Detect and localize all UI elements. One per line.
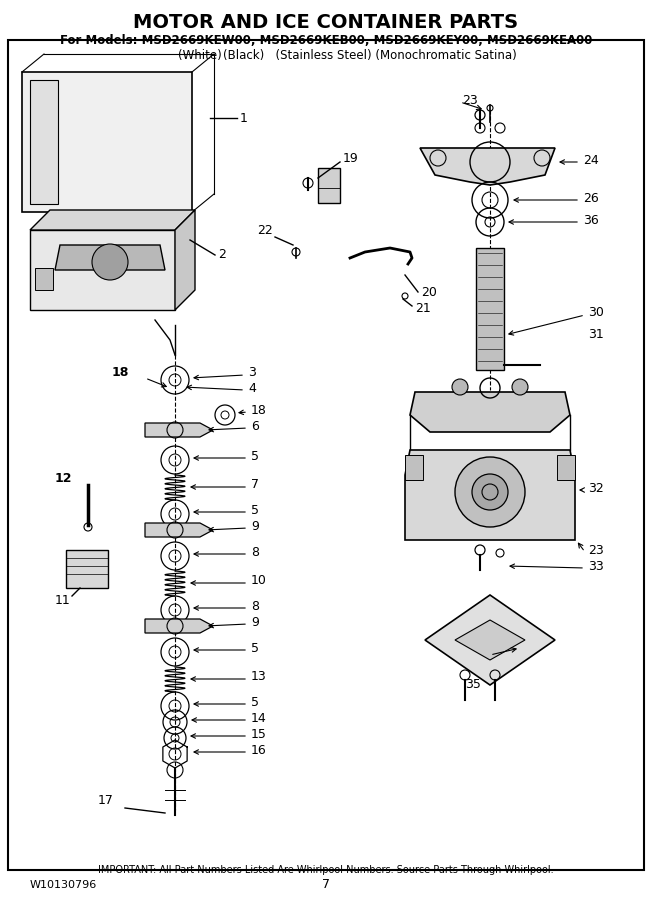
Text: 5: 5 xyxy=(251,503,259,517)
Circle shape xyxy=(452,379,468,395)
Text: 21: 21 xyxy=(415,302,431,314)
Text: 5: 5 xyxy=(251,449,259,463)
Polygon shape xyxy=(420,148,555,185)
Circle shape xyxy=(455,457,525,527)
Text: 1: 1 xyxy=(240,112,248,124)
Text: 23: 23 xyxy=(588,544,604,556)
Bar xyxy=(22,72,192,212)
Text: 30: 30 xyxy=(588,307,604,320)
Polygon shape xyxy=(455,620,525,660)
Text: 13: 13 xyxy=(251,670,267,683)
Polygon shape xyxy=(410,392,570,432)
Bar xyxy=(318,168,340,203)
Text: 20: 20 xyxy=(421,285,437,299)
Text: 16: 16 xyxy=(251,743,267,757)
Text: 7: 7 xyxy=(251,479,259,491)
Polygon shape xyxy=(30,230,175,310)
Text: 5: 5 xyxy=(251,642,259,654)
Text: 18: 18 xyxy=(251,403,267,417)
Text: 12: 12 xyxy=(55,472,72,484)
Text: W10130796: W10130796 xyxy=(30,880,97,890)
Text: 14: 14 xyxy=(251,712,267,724)
Text: 33: 33 xyxy=(588,560,604,572)
Polygon shape xyxy=(145,619,213,633)
Polygon shape xyxy=(425,595,555,685)
Text: IMPORTANT: All Part Numbers Listed Are Whirlpool Numbers. Source Parts Through W: IMPORTANT: All Part Numbers Listed Are W… xyxy=(98,865,554,875)
Text: 18: 18 xyxy=(112,365,129,379)
Text: 32: 32 xyxy=(588,482,604,494)
Text: 8: 8 xyxy=(251,599,259,613)
Text: 10: 10 xyxy=(251,574,267,588)
Polygon shape xyxy=(175,210,195,310)
Text: MOTOR AND ICE CONTAINER PARTS: MOTOR AND ICE CONTAINER PARTS xyxy=(134,13,518,32)
Text: 7: 7 xyxy=(322,878,330,892)
Text: 23: 23 xyxy=(462,94,478,106)
Circle shape xyxy=(92,244,128,280)
Text: 31: 31 xyxy=(588,328,604,341)
Text: 24: 24 xyxy=(583,154,599,166)
Text: (Black)   (Stainless Steel) (Monochromatic Satina): (Black) (Stainless Steel) (Monochromatic… xyxy=(223,49,517,61)
Text: 9: 9 xyxy=(251,616,259,628)
Text: 36: 36 xyxy=(583,213,599,227)
Text: 15: 15 xyxy=(251,727,267,741)
Bar xyxy=(66,550,108,588)
Polygon shape xyxy=(145,523,213,537)
Text: 17: 17 xyxy=(98,794,114,806)
Text: 9: 9 xyxy=(251,519,259,533)
Bar xyxy=(476,248,504,370)
Text: 35: 35 xyxy=(465,679,481,691)
Text: 6: 6 xyxy=(251,419,259,433)
Bar xyxy=(405,455,423,480)
Text: 4: 4 xyxy=(248,382,256,394)
Text: 5: 5 xyxy=(251,696,259,708)
Bar xyxy=(557,455,575,480)
Text: 26: 26 xyxy=(583,192,599,204)
Bar xyxy=(30,80,58,204)
Polygon shape xyxy=(55,245,165,270)
Text: 19: 19 xyxy=(343,151,359,165)
Polygon shape xyxy=(405,450,575,540)
Text: 8: 8 xyxy=(251,545,259,559)
Bar xyxy=(35,268,53,290)
Text: 3: 3 xyxy=(248,366,256,380)
Polygon shape xyxy=(145,423,213,437)
Circle shape xyxy=(512,379,528,395)
Text: 22: 22 xyxy=(257,223,273,237)
Polygon shape xyxy=(30,210,195,230)
Circle shape xyxy=(472,474,508,510)
Text: (White): (White) xyxy=(178,49,222,61)
Text: 11: 11 xyxy=(55,593,71,607)
Text: 2: 2 xyxy=(218,248,226,262)
Text: For Models: MSD2669KEW00, MSD2669KEB00, MSD2669KEY00, MSD2669KEA00: For Models: MSD2669KEW00, MSD2669KEB00, … xyxy=(60,33,592,47)
